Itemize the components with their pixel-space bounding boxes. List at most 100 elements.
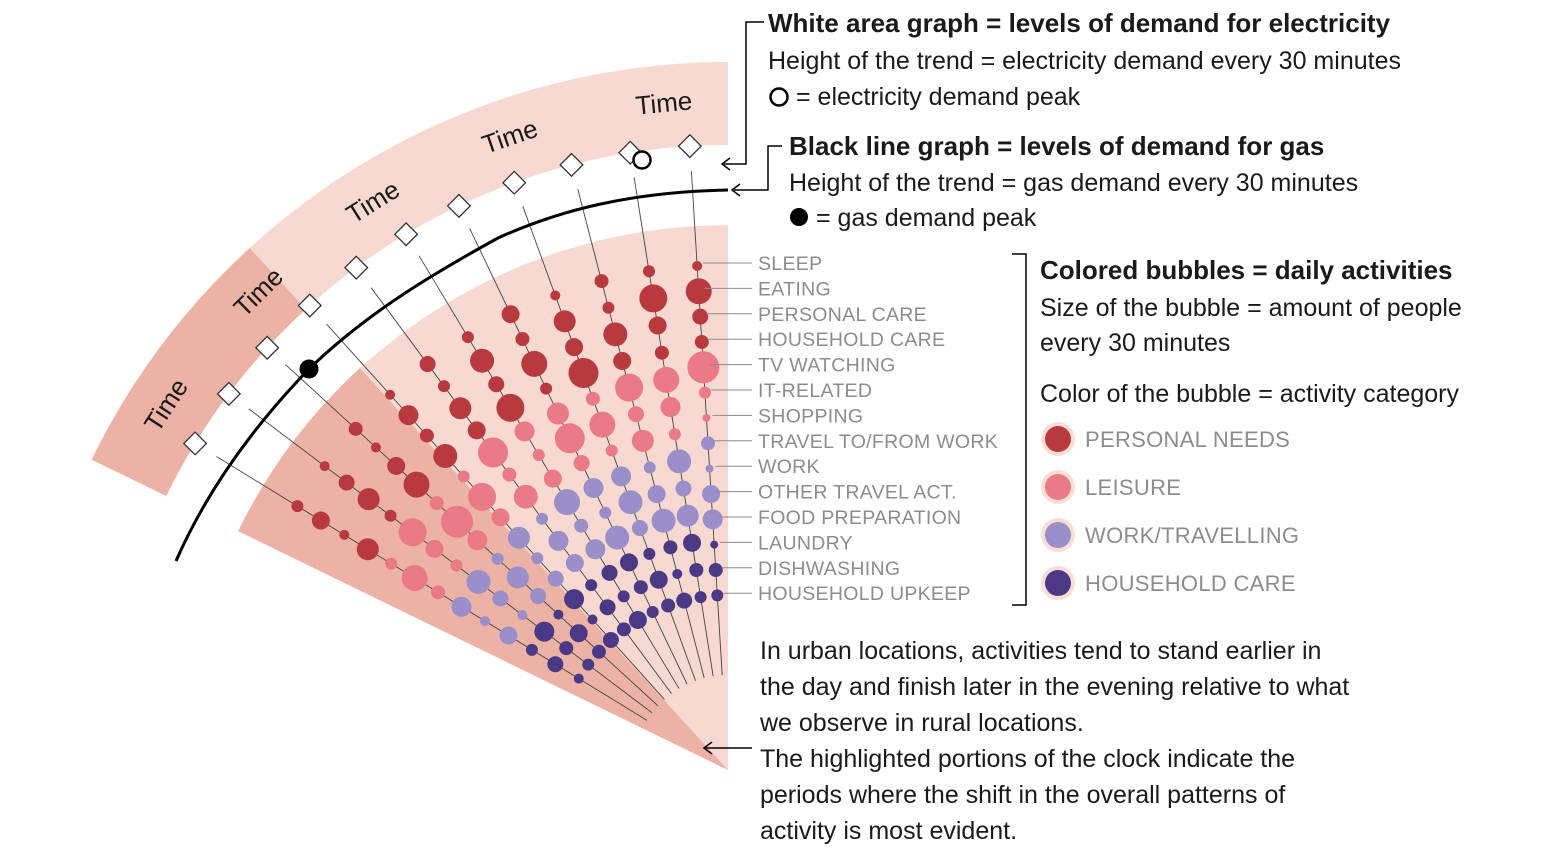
- activity-label: LAUNDRY: [758, 532, 853, 554]
- electricity-legend: White area graph = levels of demand for …: [720, 8, 1401, 171]
- activity-bubble: [668, 428, 681, 441]
- activity-bubble: [385, 557, 398, 570]
- activity-bubble: [605, 525, 630, 550]
- activity-bubble: [617, 590, 630, 603]
- activity-bubble: [543, 469, 562, 488]
- activity-bubble: [643, 547, 656, 560]
- activity-bubble: [348, 421, 363, 436]
- activity-label: OTHER TRAVEL ACT.: [758, 482, 957, 504]
- activity-bubble: [708, 562, 723, 577]
- activity-bubble: [701, 436, 716, 451]
- spoke-4: [297, 293, 665, 700]
- activity-bubble: [488, 376, 505, 393]
- activity-row: TRAVEL TO/FROM WORK: [713, 431, 998, 453]
- activity-bubble: [499, 626, 518, 645]
- time-marker-icon: [677, 133, 703, 159]
- gas-legend-line1: Height of the trend = gas demand every 3…: [789, 169, 1358, 197]
- activity-row: WORK: [715, 456, 820, 478]
- category-label: WORK/TRAVELLING: [1085, 523, 1299, 548]
- activity-bubble: [675, 480, 692, 497]
- category-label: LEISURE: [1085, 475, 1181, 500]
- activity-label: EATING: [758, 278, 831, 300]
- activity-row: OTHER TRAVEL ACT.: [716, 482, 957, 504]
- activity-label: IT-RELATED: [758, 380, 872, 402]
- highlight-outer: [91, 248, 306, 497]
- activity-bubble: [466, 569, 491, 594]
- activity-bubble: [515, 332, 530, 347]
- activity-bubble: [553, 310, 576, 333]
- activity-bubble: [698, 386, 711, 399]
- gas-legend: Black line graph = levels of demand for …: [730, 131, 1358, 232]
- spoke-11: [677, 133, 724, 676]
- category-swatch: [1045, 426, 1071, 452]
- activity-bubble: [603, 322, 628, 347]
- time-marker-icon: [297, 293, 323, 318]
- electricity-legend-line1: Height of the trend = electricity demand…: [768, 47, 1401, 75]
- activity-bubble: [441, 505, 474, 538]
- activity-bubble: [583, 477, 604, 498]
- highlight-inner: [238, 368, 729, 770]
- activity-bubble: [507, 526, 530, 549]
- activity-bubble: [611, 466, 632, 487]
- activity-bubble: [546, 402, 569, 425]
- category-item: PERSONAL NEEDS: [1041, 422, 1290, 456]
- electricity-peak-marker: [632, 150, 652, 170]
- activity-row: LAUNDRY: [720, 532, 853, 554]
- gas-pointer-line: [734, 145, 782, 191]
- activity-bubble: [530, 588, 547, 605]
- bubbles-legend-line1: Size of the bubble = amount of people: [1040, 294, 1462, 322]
- activity-bubble: [602, 631, 619, 648]
- note-arrow-head: [702, 741, 713, 755]
- note: In urban locations, activities tend to s…: [702, 637, 1349, 845]
- activity-bubble: [694, 591, 707, 604]
- note-line: periods where the shift in the overall p…: [760, 781, 1285, 809]
- activity-bubble: [291, 500, 304, 513]
- activity-bubble: [501, 305, 520, 324]
- time-marker-icon: [393, 222, 419, 247]
- activity-bubble: [437, 380, 450, 393]
- activity-bubble: [553, 609, 564, 620]
- activity-bubble: [574, 518, 589, 533]
- activity-label: WORK: [758, 456, 820, 478]
- activity-bubble: [559, 641, 574, 656]
- activity-bubble: [521, 350, 548, 377]
- activity-label: DISHWASHING: [758, 558, 900, 580]
- gas-demand-line: [174, 188, 729, 562]
- time-label-5: Time: [634, 85, 693, 120]
- activity-bubble: [385, 389, 396, 400]
- activity-bubble: [547, 570, 564, 587]
- activity-row: PERSONAL CARE: [706, 304, 927, 326]
- activity-bubble: [685, 278, 712, 305]
- electricity-arrow-head: [720, 157, 731, 171]
- activity-bubble: [384, 509, 397, 522]
- activity-bubble: [661, 598, 676, 613]
- bubbles-legend-title: Colored bubbles = daily activities: [1040, 255, 1453, 285]
- activity-bubble: [643, 461, 656, 474]
- activity-bubble: [531, 552, 544, 565]
- activity-bubble: [647, 485, 666, 504]
- activity-bubble: [585, 391, 600, 406]
- activity-bubble: [702, 509, 723, 530]
- activity-bubble: [633, 580, 648, 595]
- activity-bubble: [694, 334, 709, 349]
- electricity-area: [166, 145, 728, 532]
- activity-bubble: [565, 338, 584, 357]
- activity-bubble: [599, 506, 612, 519]
- activity-bubble: [547, 656, 564, 673]
- activity-bubble: [672, 568, 683, 579]
- activity-bubble: [585, 579, 598, 592]
- gas-legend-line2: = gas demand peak: [816, 204, 1037, 232]
- activity-bubble: [653, 366, 680, 393]
- activity-row: HOUSEHOLD CARE: [707, 329, 945, 351]
- activity-bracket: [1012, 253, 1027, 606]
- activity-bubble: [431, 585, 446, 600]
- activity-bubble: [403, 471, 430, 498]
- activity-bubble: [517, 610, 528, 621]
- activity-label: HOUSEHOLD UPKEEP: [758, 583, 971, 605]
- activity-bubble: [585, 539, 606, 560]
- activity-row: SHOPPING: [712, 405, 863, 427]
- gas-arrow-head: [730, 183, 741, 197]
- activity-bubble: [550, 290, 561, 301]
- activity-bubble: [648, 316, 667, 335]
- activity-bubble: [627, 406, 644, 423]
